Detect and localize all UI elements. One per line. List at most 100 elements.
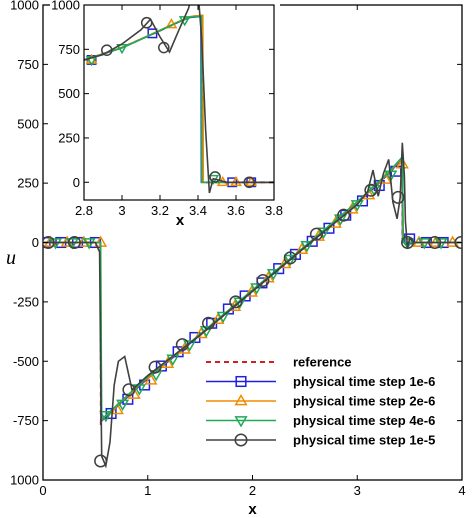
main-marker-physical-time-step-4e-6	[132, 384, 146, 396]
inset-marker-physical-time-step-1e-5	[101, 44, 113, 56]
main-y-tick-label: 0	[32, 235, 39, 250]
main-marker-physical-time-step-1e-5	[229, 295, 243, 309]
main-marker-physical-time-step-4e-6	[82, 238, 96, 250]
main-marker-physical-time-step-1e-5	[148, 360, 162, 374]
inset-background	[50, 0, 280, 228]
main-marker-physical-time-step-1e-5	[122, 383, 136, 397]
main-marker-physical-time-step-1e-5	[391, 190, 405, 204]
inset-series-line-physical-time-step-1e-5	[84, 5, 274, 194]
main-y-tick-label: -750	[13, 413, 39, 428]
inset-x-axis-label: x	[176, 212, 185, 229]
main-marker-physical-time-step-2e-6	[144, 373, 158, 385]
main-marker-physical-time-step-4e-6	[384, 170, 398, 182]
main-chart: 0 1 2 3 4 1000 -750 -500 -250 0 250 500 750 1000 x u	[6, 0, 466, 518]
inset-x-tick-label: 2.8	[75, 203, 93, 218]
inset-x-tick-label: 3.4	[189, 203, 207, 218]
main-series-clip	[43, 142, 462, 469]
main-series-line-physical-time-step-1e-5	[43, 142, 462, 469]
main-x-tick-label: 2	[249, 483, 256, 498]
inset-marker-physical-time-step-4e-6	[85, 56, 98, 67]
inset-marker-physical-time-step-2e-6	[230, 175, 242, 187]
legend-label-reference: reference	[293, 355, 352, 370]
main-marker-physical-time-step-1e-5	[283, 251, 297, 265]
main-marker-physical-time-step-1e-5	[201, 316, 216, 330]
main-marker-physical-time-step-1e-5	[337, 208, 351, 222]
main-marker-physical-time-step-4e-6	[149, 369, 163, 382]
main-y-axis-label: u	[6, 247, 16, 269]
main-marker-physical-time-step-4e-6	[116, 399, 130, 412]
main-marker-physical-time-step-1e-5	[364, 183, 378, 197]
main-marker-physical-time-step-2e-6	[127, 387, 141, 399]
main-marker-physical-time-step-4e-6	[417, 238, 431, 250]
main-marker-physical-time-step-4e-6	[350, 200, 364, 212]
inset-chart: 2.8 3 3.2 3.4 3.6 3.8 0 250 500 750 1000 x	[50, 0, 283, 229]
inset-series-group	[84, 5, 274, 194]
main-marker-physical-time-step-4e-6	[48, 238, 63, 250]
inset-marker-physical-time-step-1e-5	[209, 171, 221, 183]
inset-y-tick-label: 1000	[51, 0, 80, 13]
main-marker-physical-time-step-4e-6	[65, 238, 79, 250]
main-y-tick-label: -250	[13, 294, 39, 309]
main-marker-physical-time-step-4e-6	[266, 269, 281, 281]
inset-x-tick-label: 3.6	[227, 203, 245, 218]
inset-y-tick-label: 250	[58, 130, 80, 145]
main-marker-physical-time-step-4e-6	[300, 241, 314, 253]
inset-x-tick-label: 3	[118, 203, 125, 218]
main-marker-physical-time-step-1e-5	[454, 235, 462, 250]
main-y-tick-label: 1000	[10, 473, 39, 488]
legend-marker-physical-time-step-1e-6	[235, 375, 247, 388]
legend-label-physical-time-step-1e-6: physical time step 1e-6	[293, 374, 435, 389]
main-y-tick-label: 250	[17, 176, 39, 191]
inset-y-tick-label: 500	[58, 86, 80, 101]
main-y-tick-label: -500	[13, 354, 39, 369]
inset-marker-physical-time-step-1e-5	[158, 41, 170, 54]
main-y-tick-label: 500	[17, 116, 39, 131]
main-marker-physical-time-step-1e-5	[175, 338, 189, 352]
inset-marker-physical-time-step-1e-6	[147, 28, 158, 39]
inset-y-tick-label: 750	[58, 42, 80, 57]
main-marker-physical-time-step-1e-5	[428, 235, 442, 250]
main-ticks-group: 0 1 2 3 4 1000 -750 -500 -250 0 250 500 750 1000	[10, 0, 466, 498]
legend-label-physical-time-step-2e-6: physical time step 2e-6	[293, 394, 435, 409]
main-marker-physical-time-step-2e-6	[60, 235, 74, 247]
inset-marker-physical-time-step-1e-5	[140, 16, 153, 29]
legend-label-physical-time-step-4e-6: physical time step 4e-6	[293, 413, 435, 428]
main-marker-physical-time-step-1e-5	[256, 273, 270, 288]
legend: reference physical time step 1e-6 physical…	[206, 355, 435, 448]
inset-plot-frame	[83, 4, 275, 201]
main-y-tick-label: 750	[17, 57, 39, 72]
inset-marker-physical-time-step-1e-5	[243, 176, 256, 189]
main-x-tick-label: 0	[39, 483, 46, 498]
main-marker-physical-time-step-4e-6	[250, 283, 264, 295]
main-x-tick-label: 4	[458, 483, 465, 498]
main-marker-physical-time-step-1e-5	[401, 235, 415, 250]
main-x-tick-label: 1	[144, 483, 151, 498]
legend-marker-physical-time-step-4e-6	[234, 416, 248, 428]
main-marker-physical-time-step-2e-6	[429, 235, 443, 247]
main-series-group	[43, 142, 462, 469]
main-marker-physical-time-step-2e-6	[77, 235, 91, 247]
inset-series-clip	[84, 5, 274, 194]
main-series-line-physical-time-step-4e-6	[43, 154, 462, 422]
main-marker-physical-time-step-2e-6	[110, 402, 124, 415]
main-marker-physical-time-step-1e-5	[67, 235, 81, 250]
main-marker-physical-time-step-2e-6	[244, 285, 259, 297]
main-x-tick-label: 3	[354, 483, 361, 498]
main-marker-physical-time-step-1e-6	[273, 263, 285, 275]
legend-marker-physical-time-step-2e-6	[234, 393, 248, 406]
main-marker-physical-time-step-4e-6	[283, 254, 297, 267]
inset-ticks-group: 2.8 3 3.2 3.4 3.6 3.8 0 250 500 750 1000	[51, 0, 283, 218]
main-marker-physical-time-step-4e-6	[434, 238, 448, 250]
inset-x-tick-label: 3.8	[265, 203, 283, 218]
main-marker-physical-time-step-1e-5	[94, 454, 108, 468]
inset-x-tick-label: 3.2	[151, 203, 169, 218]
legend-label-physical-time-step-1e-5: physical time step 1e-5	[293, 433, 435, 448]
main-marker-physical-time-step-1e-5	[43, 235, 55, 250]
main-y-tick-label: 1000	[10, 0, 39, 13]
legend-marker-physical-time-step-1e-5	[234, 433, 248, 447]
main-marker-physical-time-step-4e-6	[317, 227, 331, 239]
inset-marker-physical-time-step-2e-6	[245, 175, 258, 187]
inset-y-tick-label: 0	[73, 175, 80, 190]
main-marker-physical-time-step-2e-6	[412, 235, 426, 247]
